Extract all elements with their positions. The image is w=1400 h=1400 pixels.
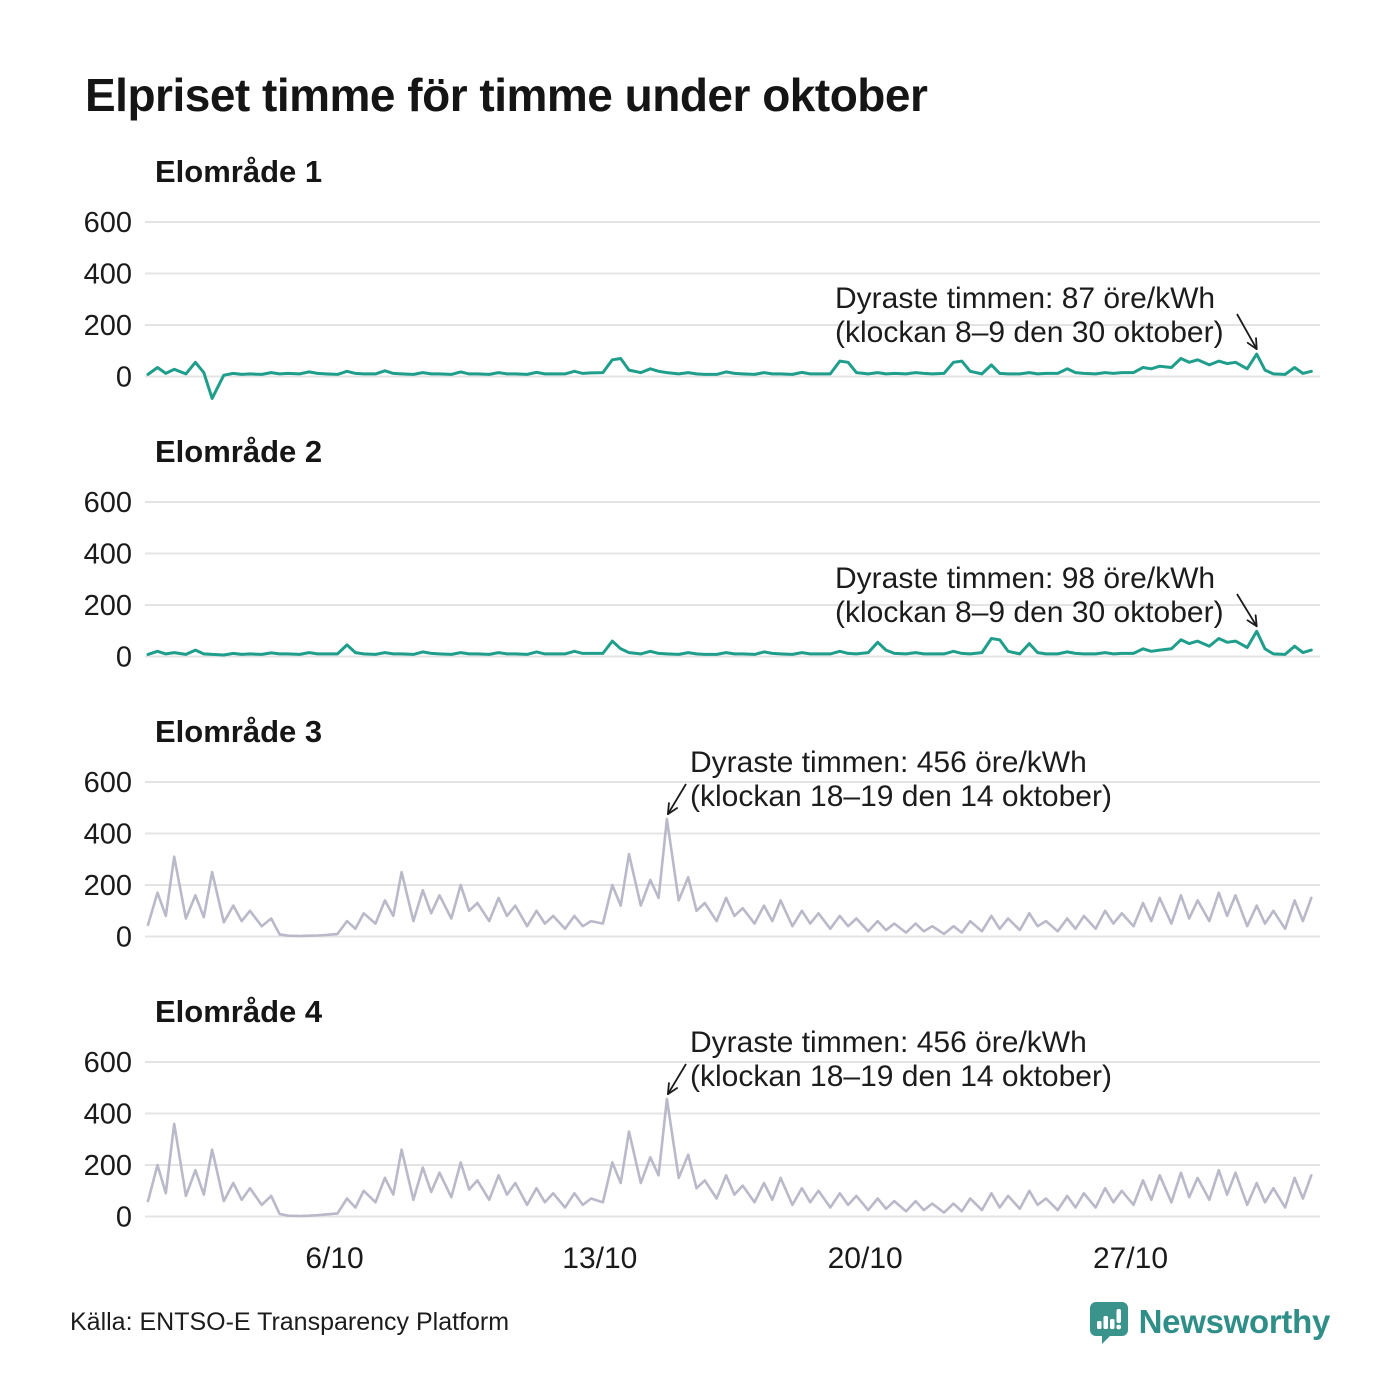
annotation-line1: Dyraste timmen: 456 öre/kWh [690,746,1087,779]
y-tick-label: 200 [84,310,132,342]
x-tick-label: 13/10 [562,1242,637,1275]
panel-2: Elområde 2 600 400 200 0 Dyraste timmen: 98 ö… [84,434,1320,674]
arrowhead-1 [1254,614,1258,628]
annotation-line1: Dyraste timmen: 98 öre/kWh [835,562,1215,595]
exclamation-bar [1116,1309,1121,1323]
price-line [146,817,1313,938]
y-tick-label: 400 [84,539,132,571]
exclamation-dot [1115,1324,1121,1330]
y-tick-label: 0 [116,642,132,674]
brand: Newsworthy [1088,1300,1330,1344]
annotation-line1: Dyraste timmen: 87 öre/kWh [835,282,1215,315]
y-tick-label: 400 [84,259,132,291]
bar-1 [1096,1321,1102,1329]
price-line [146,629,1313,657]
brand-name: Newsworthy [1138,1303,1331,1340]
arrowhead-0 [1246,619,1258,628]
y-tick-label: 0 [116,362,132,394]
y-tick-label: 600 [84,1047,132,1079]
x-axis: 6/10 13/10 20/10 27/10 [305,1242,1168,1275]
panel-3: Elområde 3 600 400 200 0 Dyraste timmen: 456 … [84,714,1320,954]
y-tick-label: 200 [84,870,132,902]
x-tick-label: 20/10 [828,1242,903,1275]
panel-1: Elområde 1 600 400 200 0 Dyraste timmen: 87 ö… [84,154,1320,400]
arrowhead-0 [1246,341,1258,350]
annotation-line2: (klockan 18–19 den 14 oktober) [690,780,1112,813]
x-tick-label: 6/10 [305,1242,363,1275]
arrowhead-0 [667,802,670,815]
annotation-line1: Dyraste timmen: 456 öre/kWh [690,1026,1087,1059]
annotation-line2: (klockan 18–19 den 14 oktober) [690,1060,1112,1093]
source-note: Källa: ENTSO-E Transparency Platform [70,1307,510,1336]
panel-label: Elområde 2 [155,434,322,469]
bar-2 [1103,1316,1108,1329]
arrowhead-1 [1255,337,1258,350]
price-line [146,1097,1313,1218]
price-line [146,352,1313,400]
arrowhead-0 [667,1082,670,1095]
annotation-line2: (klockan 8–9 den 30 oktober) [835,316,1224,349]
x-tick-label: 27/10 [1093,1242,1168,1275]
y-tick-label: 400 [84,1099,132,1131]
panel-label: Elområde 1 [155,154,322,189]
panel-label: Elområde 4 [155,994,323,1029]
annotation-line2: (klockan 8–9 den 30 oktober) [835,596,1224,629]
y-tick-label: 600 [84,487,132,519]
y-tick-label: 600 [84,207,132,239]
annotation-arrow [667,783,687,815]
y-tick-label: 600 [84,767,132,799]
y-tick-label: 200 [84,590,132,622]
bar-3 [1109,1319,1115,1329]
annotation-arrow [667,1063,687,1095]
speech-bubble-shape [1089,1302,1128,1344]
y-tick-label: 200 [84,1150,132,1182]
annotation-arrow [1236,313,1258,350]
y-tick-label: 0 [116,922,132,954]
y-tick-label: 0 [116,1202,132,1234]
panel-4: Elområde 4 600 400 200 0 Dyraste timmen: 456 … [84,994,1320,1234]
chart-title: Elpriset timme för timme under oktober [85,69,928,121]
annotation-arrow [1236,593,1258,627]
arrowhead-1 [667,1087,679,1095]
newsworthy-logo-icon [1089,1302,1128,1344]
panel-label: Elområde 3 [155,714,322,749]
arrowhead-1 [667,807,679,815]
y-tick-label: 400 [84,819,132,851]
footer: Källa: ENTSO-E Transparency Platform New… [70,1296,1330,1348]
